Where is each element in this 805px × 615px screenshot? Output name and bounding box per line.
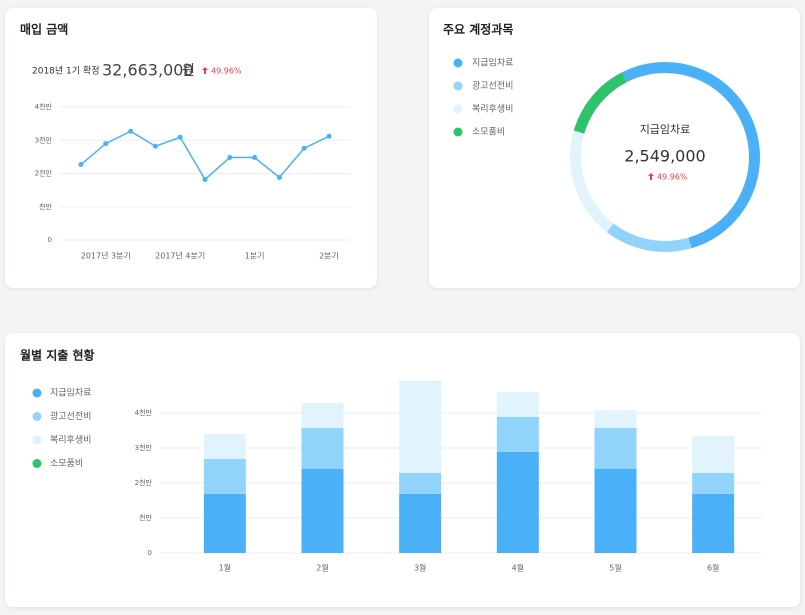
x-tick-label: 2월 bbox=[316, 563, 328, 573]
donut-segment bbox=[621, 62, 760, 249]
bar-segment bbox=[594, 469, 637, 553]
legend-dot bbox=[32, 435, 42, 445]
x-tick-label: 5월 bbox=[609, 563, 621, 573]
card-title: 매입 금액 bbox=[20, 22, 68, 37]
summary-value: 32,663,000 bbox=[102, 61, 194, 80]
bar-segment bbox=[301, 469, 344, 553]
bar-segment bbox=[594, 428, 637, 469]
y-tick-label: 0 bbox=[148, 549, 152, 557]
y-tick-label: 3천만 bbox=[135, 443, 153, 452]
point bbox=[128, 128, 134, 134]
legend-label: 광고선전비 bbox=[472, 80, 513, 92]
up-arrow bbox=[648, 173, 654, 180]
summary-label: 2018년 1기 확정 bbox=[32, 65, 99, 77]
donut-segment bbox=[573, 72, 627, 134]
y-tick-label: 4천만 bbox=[35, 102, 53, 111]
y-tick-label: 천만 bbox=[139, 513, 152, 522]
y-tick-label: 4천만 bbox=[135, 408, 153, 417]
point bbox=[227, 155, 233, 161]
y-tick-label: 3천만 bbox=[35, 135, 53, 144]
bar-segment bbox=[301, 428, 344, 469]
bar-segment bbox=[399, 380, 442, 473]
x-tick-label: 1분기 bbox=[245, 252, 265, 261]
legend-label: 복리후생비 bbox=[50, 435, 91, 446]
bar-segment bbox=[203, 493, 246, 553]
donut-segment bbox=[606, 223, 692, 252]
legend-dot bbox=[453, 81, 463, 91]
x-tick-label: 2017년 3분기 bbox=[81, 251, 131, 261]
up-arrow bbox=[202, 67, 208, 74]
bar-segment bbox=[399, 472, 442, 494]
bar-segment bbox=[692, 435, 735, 473]
bar-segment bbox=[496, 392, 539, 417]
card-title: 주요 계정과목 bbox=[443, 22, 513, 37]
legend-dot bbox=[453, 104, 463, 114]
legend-dot bbox=[32, 459, 42, 468]
center-value: 2,549,000 bbox=[624, 147, 705, 166]
x-tick-label: 3월 bbox=[414, 563, 426, 573]
bar-segment bbox=[203, 458, 246, 494]
bar-segment bbox=[496, 451, 539, 553]
legend-dot bbox=[32, 388, 42, 398]
y-tick-label: 2천만 bbox=[35, 169, 53, 178]
point bbox=[252, 155, 258, 161]
point bbox=[177, 134, 183, 140]
legend-label: 복리후생비 bbox=[472, 104, 513, 115]
bar-segment bbox=[594, 410, 637, 429]
bar-segment bbox=[301, 403, 344, 429]
card bbox=[429, 8, 800, 288]
point bbox=[152, 143, 158, 149]
point bbox=[301, 145, 307, 151]
legend-label: 광고선전비 bbox=[50, 410, 91, 422]
y-tick-label: 천만 bbox=[39, 202, 52, 211]
legend-dot bbox=[453, 127, 463, 137]
bar-segment bbox=[203, 434, 246, 459]
bar-segment bbox=[496, 416, 539, 452]
summary-unit: 원 bbox=[182, 63, 195, 79]
legend-label: 지급임차료 bbox=[50, 387, 91, 399]
card bbox=[5, 8, 377, 288]
legend-label: 지급임차료 bbox=[472, 57, 513, 69]
bar-segment bbox=[399, 493, 442, 553]
bar-segment bbox=[692, 493, 735, 553]
center-label: 지급임차료 bbox=[640, 123, 691, 136]
x-tick-label: 6월 bbox=[707, 563, 719, 573]
x-tick-label: 1월 bbox=[219, 563, 231, 573]
donut-segment bbox=[570, 130, 614, 233]
legend-dot bbox=[453, 58, 463, 68]
summary-change: 49.96% bbox=[211, 67, 242, 76]
x-tick-label: 4월 bbox=[512, 563, 524, 573]
legend-dot bbox=[32, 412, 42, 421]
point bbox=[103, 141, 109, 147]
point bbox=[202, 176, 208, 182]
point bbox=[326, 133, 332, 139]
x-tick-label: 2017년 4분기 bbox=[155, 251, 205, 261]
card-title: 월별 지출 현황 bbox=[20, 348, 95, 363]
y-tick-label: 0 bbox=[48, 236, 52, 244]
point bbox=[276, 174, 282, 180]
legend-label: 소모품비 bbox=[50, 458, 83, 469]
bar-segment bbox=[692, 472, 735, 494]
center-change: 49.96% bbox=[657, 173, 688, 182]
x-tick-label: 2분기 bbox=[319, 252, 339, 261]
point bbox=[78, 162, 84, 168]
y-tick-label: 2천만 bbox=[135, 478, 153, 487]
legend-label: 소모품비 bbox=[472, 127, 505, 138]
